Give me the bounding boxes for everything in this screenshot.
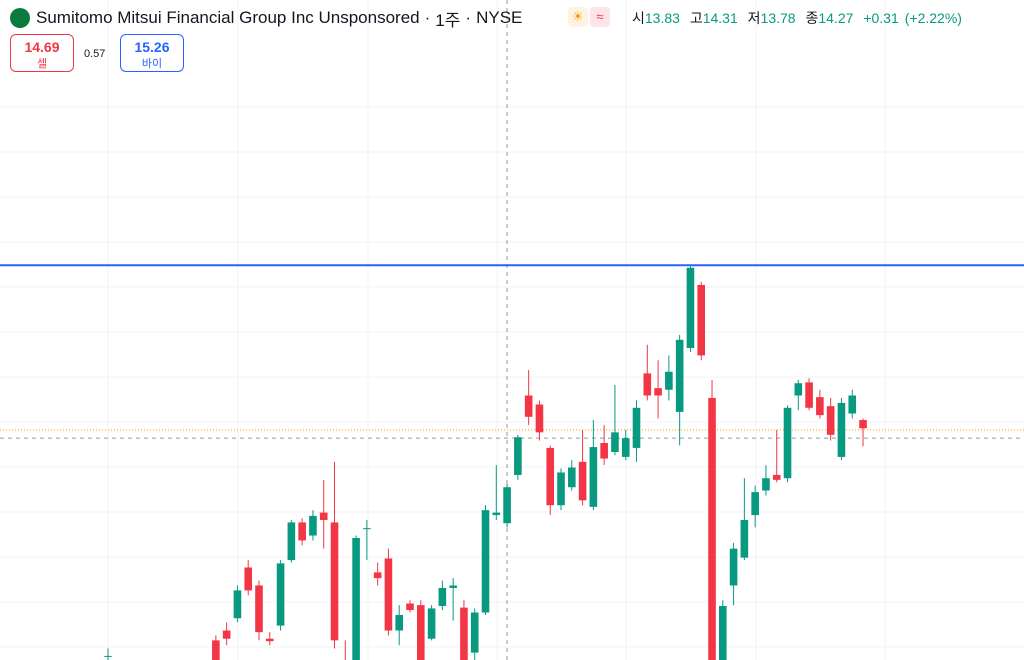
close-label: 종 <box>805 10 819 26</box>
candle-body <box>503 487 511 524</box>
candle-body <box>740 519 749 558</box>
candle-body <box>816 397 824 416</box>
candle-body <box>665 371 673 390</box>
change-pct: (+2.22%) <box>904 10 962 26</box>
market-status: ☀ <box>568 7 588 27</box>
candle-body <box>751 492 759 516</box>
candle-body <box>837 402 846 457</box>
candle-body <box>826 406 835 435</box>
candle-body <box>762 478 770 491</box>
candle-body <box>427 608 436 639</box>
candle-body <box>363 528 371 530</box>
candle-body <box>578 461 587 501</box>
candle-body <box>794 383 803 396</box>
candle-body <box>276 563 285 626</box>
candle-body <box>449 585 457 588</box>
low-label: 저 <box>747 10 761 26</box>
candle-body <box>643 373 652 396</box>
candle-body <box>244 567 253 591</box>
sell-button[interactable]: 14.69 셀 <box>10 34 74 72</box>
candle-body <box>708 397 716 660</box>
change: +0.31 <box>863 10 899 26</box>
candle-body <box>675 339 684 412</box>
candle-body <box>212 640 220 660</box>
candle-body <box>805 382 813 408</box>
symbol-title: Sumitomo Mitsui Financial Group Inc Unsp… <box>36 8 420 27</box>
candle-body <box>481 510 490 613</box>
candle-body <box>783 407 792 479</box>
high-label: 고 <box>689 10 703 26</box>
candle-body <box>373 572 382 579</box>
candle-body <box>546 447 555 506</box>
ohlc-legend: 시13.83 고14.31 저13.78 종14.27 +0.31 (+2.22%… <box>632 8 968 28</box>
candle-body <box>352 537 360 660</box>
candle-body <box>719 605 727 660</box>
status-badges: ☀ ≈ <box>568 7 610 27</box>
candle-body <box>222 630 231 639</box>
candle-body <box>406 603 414 611</box>
candle-body <box>470 612 479 653</box>
candle-body <box>600 443 608 459</box>
candle-body <box>104 655 112 657</box>
candle-body <box>632 407 641 448</box>
open-label: 시 <box>632 10 645 26</box>
candle-body <box>395 614 404 631</box>
candle-body <box>848 395 857 414</box>
candle-body <box>309 515 317 536</box>
candle-body <box>330 522 339 641</box>
candle-body <box>697 284 706 356</box>
close-value: 14.27 <box>818 10 854 26</box>
interval: 1주 <box>435 10 461 30</box>
delayed-status: ≈ <box>590 7 610 27</box>
candle-body <box>298 522 306 541</box>
candle-body <box>567 467 576 488</box>
buy-button[interactable]: 15.26 바이 <box>120 34 184 72</box>
candle-body <box>384 558 393 631</box>
exchange: NYSE <box>476 8 523 27</box>
buy-price: 15.26 <box>134 39 170 55</box>
candle-body <box>535 404 544 433</box>
candle-body <box>233 590 242 619</box>
buy-label: 바이 <box>141 58 163 70</box>
high-value: 14.31 <box>702 10 738 26</box>
candle-body <box>460 607 468 660</box>
candle-body <box>686 267 695 349</box>
candle-body <box>729 548 738 586</box>
candle-body <box>772 474 781 480</box>
candle-body <box>524 395 533 417</box>
sell-label: 셀 <box>36 58 48 70</box>
candle-body <box>255 585 263 633</box>
open-value: 13.83 <box>644 10 680 26</box>
symbol-header[interactable]: Sumitomo Mitsui Financial Group Inc Unsp… <box>10 6 522 30</box>
candle-body <box>611 432 619 453</box>
spread: 0.57 <box>84 48 106 60</box>
sell-price: 14.69 <box>24 39 60 55</box>
logo <box>10 8 30 28</box>
candle-body <box>654 388 662 396</box>
candle-body <box>621 438 630 457</box>
candle-body <box>287 522 296 561</box>
candle-body <box>557 472 565 506</box>
candle-body <box>319 512 328 520</box>
candle-body <box>859 420 867 429</box>
candle-body <box>438 587 447 606</box>
candle-body <box>492 512 501 516</box>
candle-body <box>416 605 425 660</box>
candle-body <box>265 638 274 642</box>
candle-body <box>514 437 522 475</box>
low-value: 13.78 <box>760 10 796 26</box>
candle-body <box>589 447 598 507</box>
